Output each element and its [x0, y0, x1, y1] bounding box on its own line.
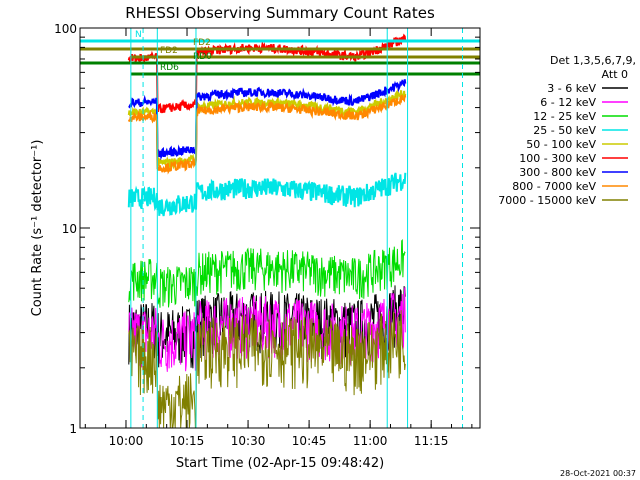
chart-title: RHESSI Observing Summary Count Rates	[125, 4, 435, 22]
series-line	[128, 79, 407, 161]
series-50-100-kev	[127, 88, 407, 171]
legend-entry-label: 25 - 50 keV	[533, 124, 596, 137]
series-line	[127, 172, 407, 217]
flag-label: FD2	[193, 38, 211, 48]
legend-entry-label: 12 - 25 keV	[533, 110, 596, 123]
flag-label: N	[135, 30, 142, 40]
axes-layer: 10:00 10:15 10:30 10:45 11:00 11:15 1 10 100	[54, 22, 480, 448]
y-tick-label: 1	[69, 422, 77, 436]
plot-data-layer: N FD2 FD2 RD0 RD6	[80, 28, 480, 429]
y-axis-label: Count Rate (s⁻¹ detector⁻¹)	[30, 140, 45, 317]
x-tick-label: 10:15	[170, 434, 205, 448]
y-tick-label: 10	[62, 222, 77, 236]
series-line	[128, 310, 406, 429]
flag-rd6: RD6	[130, 63, 480, 76]
flag-label: FD2	[160, 46, 178, 56]
footer-timestamp: 28-Oct-2021 00:37	[560, 469, 636, 478]
x-tick-label: 11:00	[353, 434, 388, 448]
y-tick-label: 100	[54, 22, 77, 36]
series-line	[127, 94, 407, 175]
legend-entry-label: 7000 - 15000 keV	[498, 194, 596, 207]
x-tick-label: 11:15	[414, 434, 449, 448]
legend-entry-label: 3 - 6 keV	[547, 82, 596, 95]
series-7000-15000-kev	[128, 310, 406, 429]
flag-rd0: RD0	[80, 52, 480, 65]
legend-entry-label: 6 - 12 keV	[540, 96, 596, 109]
legend-header-detectors: Det 1,3,5,6,7,9,	[550, 54, 636, 67]
legend-entry-label: 300 - 800 keV	[519, 166, 596, 179]
legend-entry-label: 800 - 7000 keV	[512, 180, 596, 193]
x-tick-label: 10:30	[231, 434, 266, 448]
flag-n: N	[80, 30, 480, 43]
flag-label: RD6	[160, 63, 179, 73]
series-12-25-kev	[128, 239, 406, 308]
flag-fd2: FD2	[130, 46, 480, 59]
series-line	[128, 239, 406, 308]
series-line	[127, 88, 407, 171]
legend-entry-label: 100 - 300 keV	[519, 152, 596, 165]
series-300-800-kev	[128, 79, 407, 161]
x-tick-label: 10:00	[109, 434, 144, 448]
x-tick-label: 10:45	[292, 434, 327, 448]
x-axis-label: Start Time (02-Apr-15 09:48:42)	[176, 456, 384, 471]
series-800-7000-kev	[127, 94, 407, 175]
legend-entry-label: 50 - 100 keV	[526, 138, 596, 151]
legend-header-attenuator: Att 0	[602, 68, 628, 81]
flag-label: RD0	[193, 52, 212, 62]
series-25-50-kev	[127, 172, 407, 217]
flag-fd2: FD2	[80, 38, 480, 51]
